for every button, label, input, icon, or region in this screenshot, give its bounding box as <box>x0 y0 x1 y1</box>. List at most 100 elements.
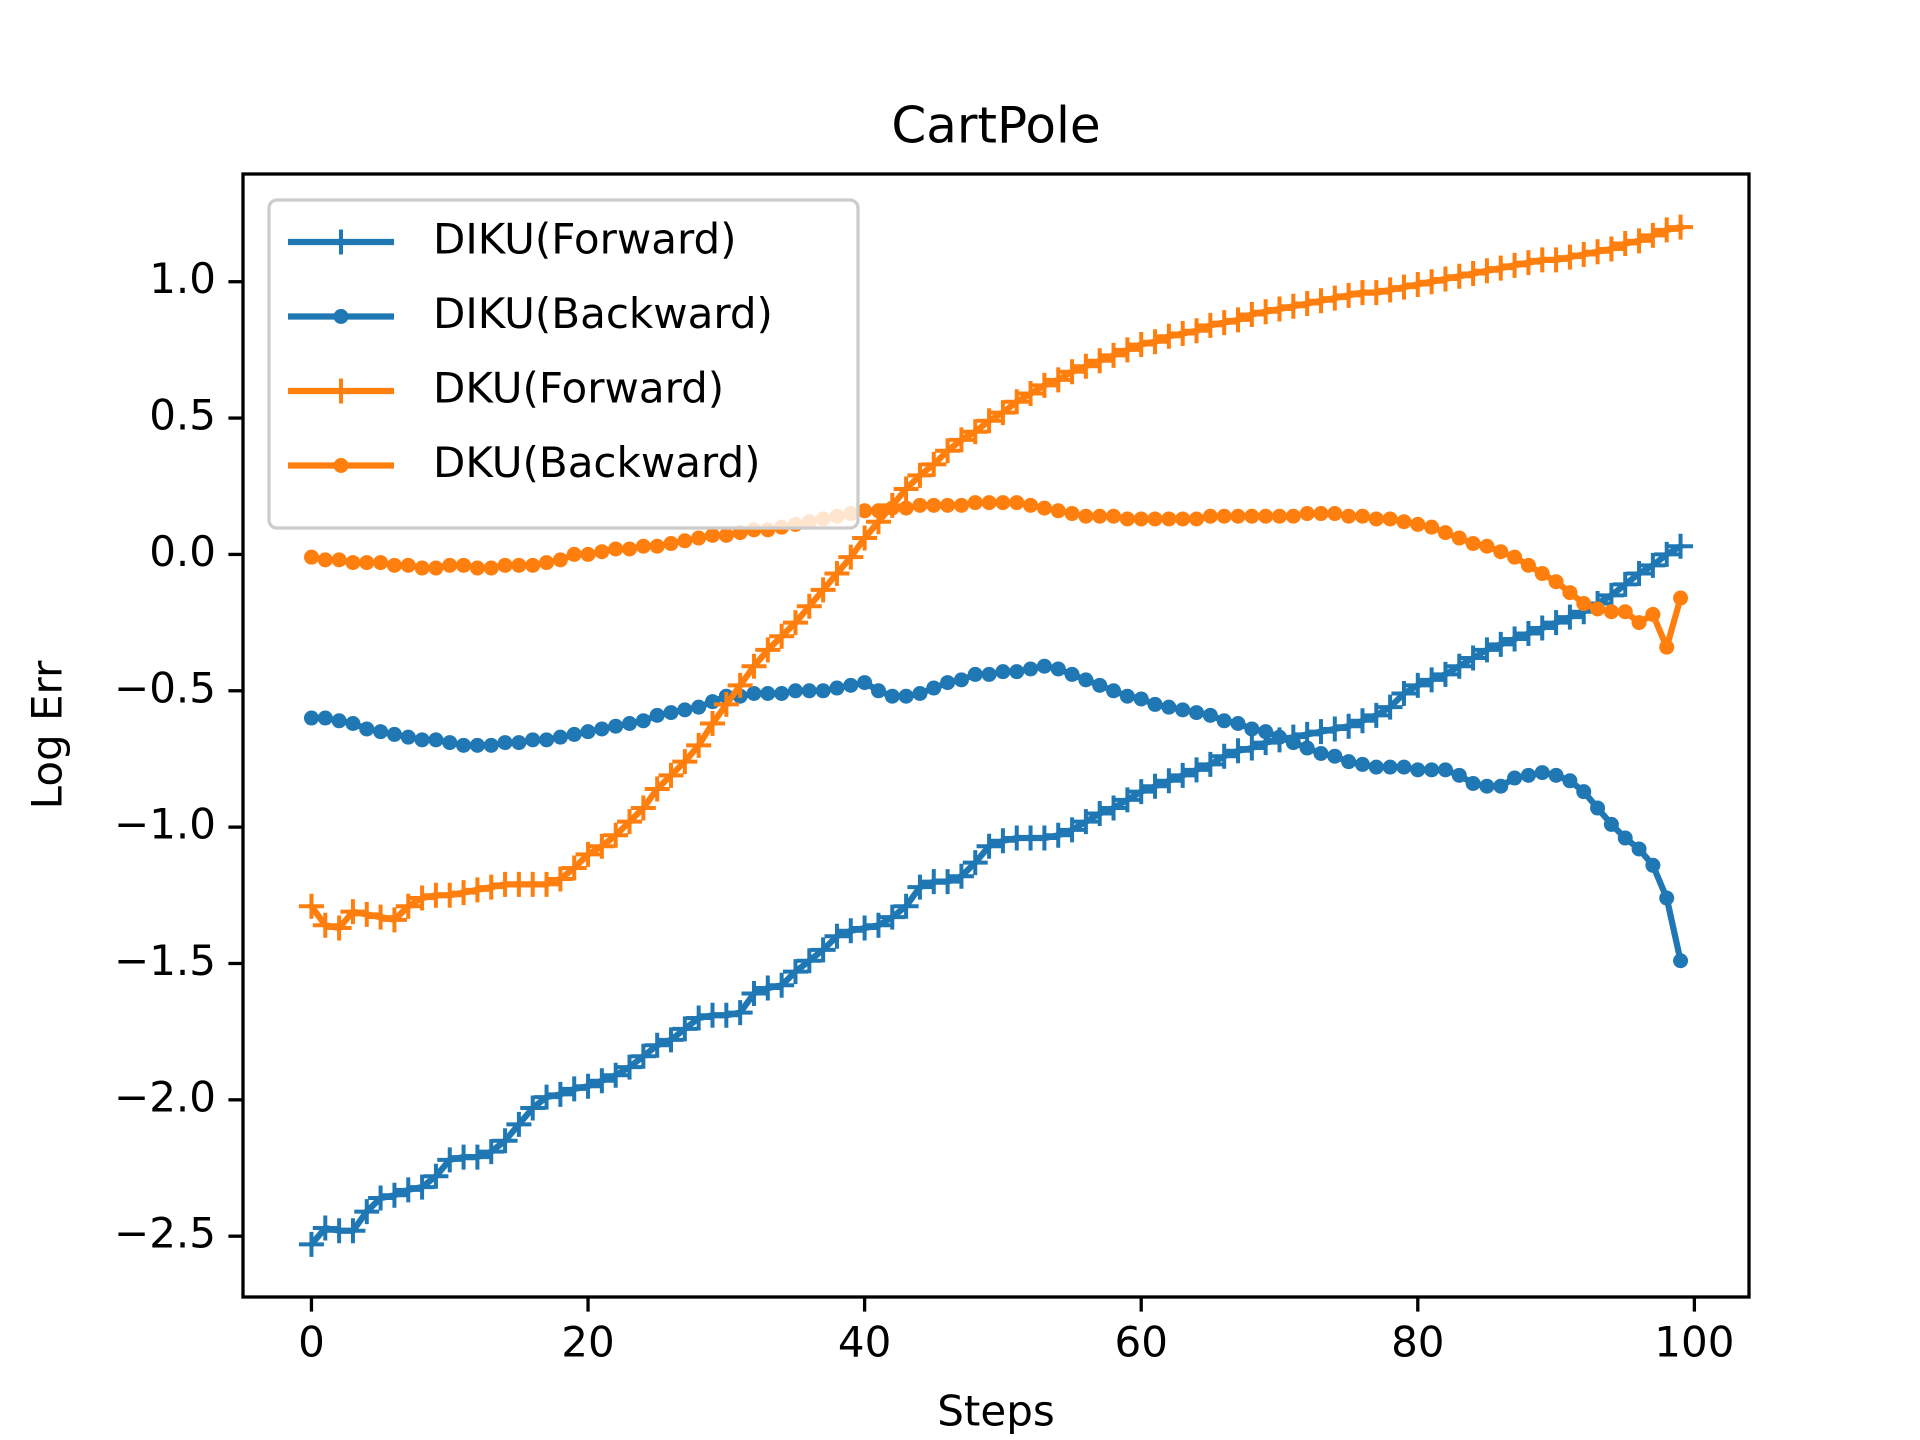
plus-marker <box>1654 541 1680 567</box>
plus-marker <box>354 901 380 927</box>
plus-marker <box>686 1005 712 1031</box>
plus-marker <box>810 577 836 603</box>
plus-marker <box>755 637 781 663</box>
plus-marker <box>1571 241 1597 267</box>
plus-marker <box>824 561 850 587</box>
plus-marker <box>1336 282 1362 308</box>
dot-marker <box>594 721 610 737</box>
plus-marker <box>298 893 324 919</box>
dot-marker <box>898 500 914 516</box>
dot-marker <box>525 732 541 748</box>
y-tick-label: 0.0 <box>149 527 216 576</box>
dot-marker <box>428 560 444 576</box>
dot-marker <box>1437 525 1453 541</box>
plus-marker <box>865 912 891 938</box>
plus-marker <box>1612 571 1638 597</box>
plus-marker <box>1668 533 1694 559</box>
plus-marker <box>644 1032 670 1058</box>
dot-marker <box>1534 765 1550 781</box>
dot-marker <box>1271 729 1287 745</box>
plus-marker <box>1308 288 1334 314</box>
dot-marker <box>663 536 679 552</box>
dot-marker <box>1645 606 1661 622</box>
legend-marker <box>328 229 354 255</box>
dot-marker <box>1023 661 1039 677</box>
plus-marker <box>769 623 795 649</box>
dot-marker <box>386 726 402 742</box>
dot-marker <box>1036 658 1052 674</box>
dot-marker <box>1451 530 1467 546</box>
dot-marker <box>1493 778 1509 794</box>
dot-marker <box>1576 596 1592 612</box>
dot-marker <box>580 546 596 562</box>
dot-marker <box>926 497 942 513</box>
plus-marker <box>409 885 435 911</box>
dot-marker <box>1175 702 1191 718</box>
dot-marker <box>359 555 375 571</box>
dot-marker <box>1285 735 1301 751</box>
plus-marker <box>713 691 739 717</box>
plus-marker <box>852 915 878 941</box>
plus-marker <box>1239 301 1265 327</box>
x-tick-label: 100 <box>1654 1318 1734 1367</box>
plus-marker <box>1156 323 1182 349</box>
plus-marker <box>506 1111 532 1137</box>
plus-marker <box>976 408 1002 434</box>
dot-marker <box>774 686 790 702</box>
plus-marker <box>1626 228 1652 254</box>
dot-marker <box>1244 721 1260 737</box>
dot-marker <box>317 552 333 568</box>
dot-marker <box>497 735 513 751</box>
dot-marker <box>1424 762 1440 778</box>
dot-marker <box>1590 601 1606 617</box>
plus-marker <box>948 427 974 453</box>
plus-marker <box>630 795 656 821</box>
plus-marker <box>312 1215 338 1241</box>
plus-marker <box>1432 661 1458 687</box>
dot-marker <box>953 497 969 513</box>
dot-marker <box>787 683 803 699</box>
dot-marker <box>953 672 969 688</box>
dot-marker <box>1161 511 1177 527</box>
plus-marker <box>1114 337 1140 363</box>
dot-marker <box>884 500 900 516</box>
plus-marker <box>381 907 407 933</box>
plus-marker <box>1031 825 1057 851</box>
plus-marker <box>575 1073 601 1099</box>
dot-marker <box>1119 511 1135 527</box>
legend-label: DIKU(Forward) <box>433 215 737 264</box>
dot-marker <box>525 557 541 573</box>
plus-marker <box>1488 255 1514 281</box>
dot-marker <box>1064 506 1080 522</box>
plus-marker <box>1045 822 1071 848</box>
dot-marker <box>303 549 319 565</box>
dot-marker <box>1161 699 1177 715</box>
plus-marker <box>1585 239 1611 265</box>
dot-marker <box>1341 508 1357 524</box>
dot-marker <box>870 683 886 699</box>
plus-marker <box>962 850 988 876</box>
plus-marker <box>464 1144 490 1170</box>
plus-marker <box>1031 372 1057 398</box>
plus-marker <box>1377 277 1403 303</box>
plus-marker <box>879 904 905 930</box>
dot-marker <box>539 555 555 571</box>
dot-marker <box>649 707 665 723</box>
dot-marker <box>608 541 624 557</box>
dot-marker <box>469 737 485 753</box>
dot-marker <box>1520 557 1536 573</box>
dot-marker <box>1603 816 1619 832</box>
y-tick-label: −2.5 <box>114 1209 216 1258</box>
plus-marker <box>603 822 629 848</box>
y-tick-label: −0.5 <box>114 663 216 712</box>
dot-marker <box>940 675 956 691</box>
plus-marker <box>727 672 753 698</box>
plus-marker <box>755 975 781 1001</box>
plus-marker <box>796 948 822 974</box>
plus-marker <box>1446 653 1472 679</box>
plus-marker <box>976 833 1002 859</box>
plus-marker <box>1239 735 1265 761</box>
series-line <box>307 541 1685 1249</box>
plus-marker <box>1322 716 1348 742</box>
dot-marker <box>1354 508 1370 524</box>
